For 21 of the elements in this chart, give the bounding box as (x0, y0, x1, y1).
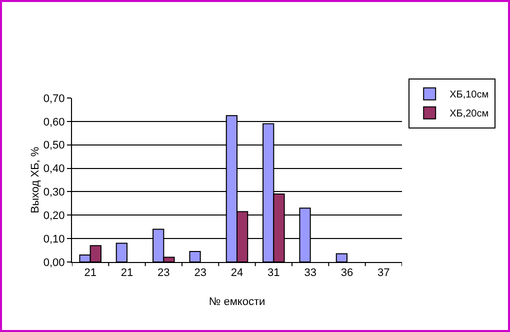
y-tick-label: 0,50 (43, 140, 65, 152)
y-tick-label: 0,70 (43, 92, 65, 105)
y-tick-label: 0,30 (43, 186, 65, 199)
x-tick-label: 24 (230, 267, 244, 280)
x-tick-label: 36 (340, 267, 354, 280)
x-tick-label: 23 (194, 267, 206, 280)
y-tick-label: 0,00 (43, 256, 65, 269)
x-tick-label: 21 (120, 267, 134, 280)
y-axis-title: Выход ХБ, % (29, 146, 42, 214)
x-tick-label: 23 (158, 267, 170, 280)
x-tick-label: 31 (268, 267, 280, 280)
y-tick-label: 0,20 (43, 210, 65, 222)
x-tick-label: 21 (84, 267, 96, 280)
y-tick-label: 0,40 (43, 163, 65, 176)
y-tick-label: 0,60 (43, 116, 65, 128)
x-tick-label: 37 (378, 267, 390, 280)
legend-label: ХБ,20см (450, 108, 489, 120)
x-tick-label: 33 (304, 267, 316, 280)
legend-label: ХБ,10см (450, 90, 489, 101)
x-axis-title: № емкости (208, 296, 266, 308)
y-tick-label: 0,10 (43, 233, 65, 246)
